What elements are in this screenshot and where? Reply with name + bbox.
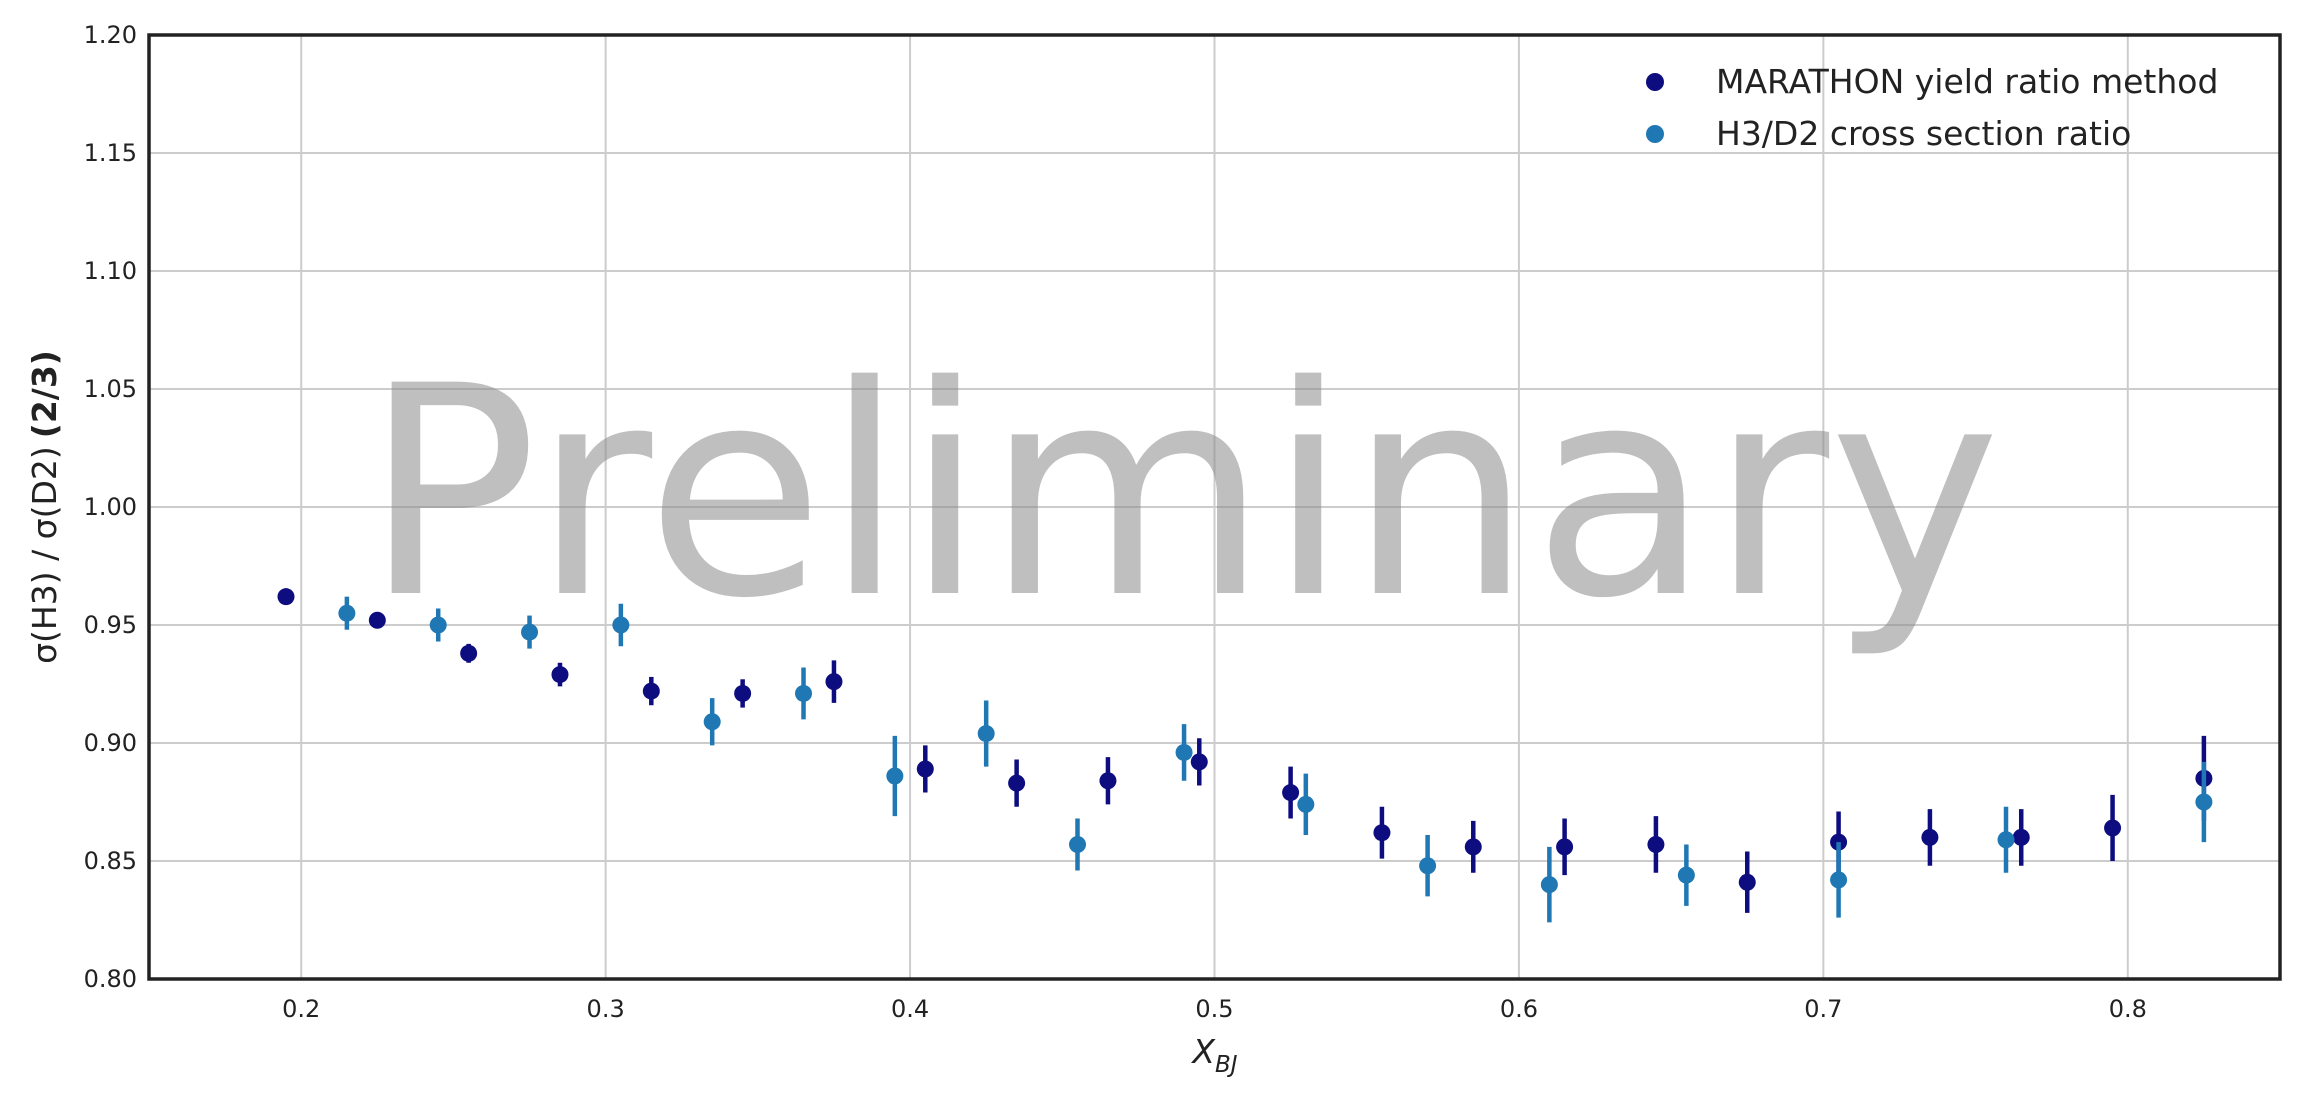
legend-marker [1646,73,1664,91]
y-tick-label: 0.85 [84,847,137,875]
data-point [1282,784,1300,802]
data-point [2012,828,2030,846]
legend-label: H3/D2 cross section ratio [1716,114,2131,153]
data-point [368,611,386,629]
y-tick-label: 0.90 [84,729,137,757]
data-point [1921,828,1939,846]
data-point [612,616,630,634]
data-point [2195,793,2213,811]
x-tick-label: 0.6 [1500,995,1538,1023]
legend-label: MARATHON yield ratio method [1716,62,2218,101]
x-tick-label: 0.4 [891,995,929,1023]
data-point [795,684,813,702]
data-point [1997,831,2015,849]
y-tick-label: 1.10 [84,257,137,285]
data-point [277,588,295,606]
x-tick-label: 0.5 [1195,995,1233,1023]
data-point [734,684,752,702]
data-point [338,604,356,622]
data-point [977,725,995,743]
data-point [1419,857,1437,875]
data-point [1297,795,1315,813]
preliminary-watermark: Preliminary [363,325,2001,662]
x-tick-label: 0.7 [1804,995,1842,1023]
data-point [1175,743,1193,761]
data-point [2104,819,2122,837]
data-points [277,588,2213,923]
y-axis-label: σ(H3) / σ(D2)(2/3) [25,350,64,664]
y-tick-label: 0.80 [84,965,137,993]
data-point [1738,873,1756,891]
data-point [825,673,843,691]
data-point [429,616,447,634]
y-tick-label: 1.15 [84,139,137,167]
data-point [521,623,539,641]
data-point [642,682,660,700]
data-point [1677,866,1695,884]
data-point [1099,772,1117,790]
series-2 [338,596,2213,923]
axis-ticks: 0.2 0.3 0.4 0.5 0.6 0.7 0.8 0.80 0.85 0.90 0.95 1.0… [84,21,2147,1023]
data-point [1008,774,1026,792]
plot-frame [147,33,2282,981]
legend-marker [1646,125,1664,143]
y-tick-label: 1.20 [84,21,137,49]
y-tick-label: 0.95 [84,611,137,639]
x-tick-label: 0.3 [587,995,625,1023]
data-point [1830,871,1848,889]
data-point [1556,838,1574,856]
data-point [916,760,934,778]
data-point [703,713,721,731]
data-point [886,767,904,785]
data-point [1373,824,1391,842]
data-point [1464,838,1482,856]
x-axis-label: XBJ [1190,1032,1237,1078]
legend: MARATHON yield ratio method H3/D2 cross s… [1646,62,2218,153]
data-point [1540,876,1558,894]
y-tick-label: 1.05 [84,375,137,403]
data-point [1190,753,1208,771]
data-point [460,644,478,662]
data-point [1647,835,1665,853]
data-point [1069,835,1087,853]
x-tick-label: 0.2 [282,995,320,1023]
data-point [551,666,569,684]
x-tick-label: 0.8 [2109,995,2147,1023]
y-tick-label: 1.00 [84,493,137,521]
